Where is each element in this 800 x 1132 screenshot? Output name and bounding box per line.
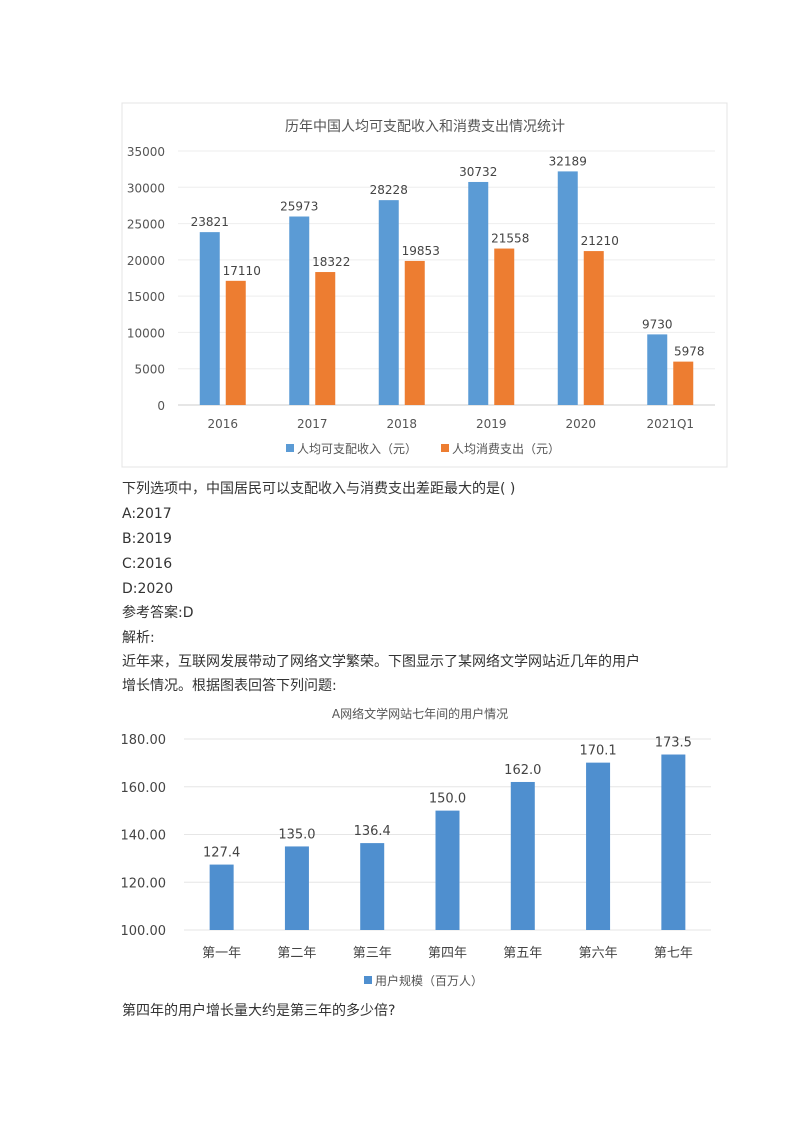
option-b: B:2019 bbox=[122, 531, 172, 547]
question2-stem: 第四年的用户增长量大约是第三年的多少倍? bbox=[122, 1003, 396, 1019]
data-label: 136.4 bbox=[354, 824, 391, 839]
data-label: 162.0 bbox=[504, 763, 541, 778]
bar-users bbox=[435, 810, 460, 930]
bar-income bbox=[378, 200, 399, 405]
bar-users bbox=[284, 846, 309, 930]
chart-title: A网络文学网站七年间的用户情况 bbox=[332, 706, 508, 721]
x-tick-label: 2018 bbox=[386, 417, 417, 431]
data-label: 19853 bbox=[402, 244, 440, 258]
bar-expense bbox=[225, 280, 246, 405]
option-d: D:2020 bbox=[122, 581, 174, 597]
option-a: A:2017 bbox=[122, 506, 172, 522]
y-tick-label: 15000 bbox=[127, 290, 165, 304]
data-label: 30732 bbox=[459, 165, 497, 179]
x-tick-label: 第四年 bbox=[428, 946, 467, 961]
bar-expense bbox=[404, 260, 425, 405]
x-tick-label: 2021Q1 bbox=[646, 417, 694, 431]
passage-line-2: 增长情况。根据图表回答下列问题: bbox=[122, 678, 337, 694]
bar-users bbox=[661, 754, 686, 930]
answer: 参考答案:D bbox=[122, 605, 194, 621]
data-label: 135.0 bbox=[278, 827, 315, 842]
y-tick-label: 30000 bbox=[127, 181, 165, 195]
y-tick-label: 35000 bbox=[127, 145, 165, 159]
passage-line-1: 近年来，互联网发展带动了网络文学繁荣。下图显示了某网络文学网站近几年的用户 bbox=[122, 654, 640, 670]
data-label: 21558 bbox=[491, 232, 529, 246]
x-tick-label: 第七年 bbox=[654, 946, 693, 961]
data-label: 127.4 bbox=[203, 846, 240, 861]
analysis-label: 解析: bbox=[122, 630, 155, 646]
x-tick-label: 第五年 bbox=[503, 946, 542, 961]
data-label: 25973 bbox=[280, 200, 318, 214]
bar-income bbox=[468, 181, 489, 405]
data-label: 28228 bbox=[370, 183, 408, 197]
legend-label: 人均消费支出（元） bbox=[452, 442, 560, 456]
data-label: 23821 bbox=[191, 215, 229, 229]
chart-title: 历年中国人均可支配收入和消费支出情况统计 bbox=[285, 119, 565, 135]
bar-expense bbox=[315, 272, 336, 405]
bar-expense bbox=[673, 361, 694, 405]
data-label: 170.1 bbox=[579, 744, 616, 759]
bar-income bbox=[647, 334, 668, 405]
legend-swatch bbox=[364, 976, 372, 984]
x-tick-label: 2020 bbox=[565, 417, 596, 431]
data-label: 18322 bbox=[312, 255, 350, 269]
question1-stem: 下列选项中，中国居民可以支配收入与消费支出差距最大的是( ) bbox=[122, 481, 516, 497]
legend-swatch bbox=[441, 444, 449, 452]
y-tick-label: 120.00 bbox=[121, 876, 167, 891]
bar-users bbox=[510, 781, 535, 930]
y-tick-label: 100.00 bbox=[121, 924, 167, 939]
bar-users bbox=[209, 864, 234, 930]
legend-label: 人均可支配收入（元） bbox=[297, 442, 417, 456]
bar-users bbox=[360, 843, 385, 930]
x-tick-label: 第六年 bbox=[579, 946, 618, 961]
y-tick-label: 180.00 bbox=[121, 733, 167, 748]
data-label: 9730 bbox=[642, 317, 673, 331]
data-label: 150.0 bbox=[429, 792, 466, 807]
data-label: 32189 bbox=[549, 154, 587, 168]
x-tick-label: 第一年 bbox=[202, 946, 241, 961]
bar-expense bbox=[583, 251, 604, 405]
x-tick-label: 第二年 bbox=[277, 946, 316, 961]
bar-income bbox=[289, 216, 310, 405]
y-tick-label: 20000 bbox=[127, 254, 165, 268]
option-c: C:2016 bbox=[122, 556, 173, 572]
data-label: 17110 bbox=[223, 264, 261, 278]
y-tick-label: 25000 bbox=[127, 218, 165, 232]
x-tick-label: 2019 bbox=[476, 417, 507, 431]
bar-income bbox=[557, 171, 578, 405]
x-tick-label: 2017 bbox=[297, 417, 328, 431]
y-tick-label: 10000 bbox=[127, 326, 165, 340]
bar-expense bbox=[494, 248, 515, 405]
legend-label: 用户规模（百万人） bbox=[375, 973, 483, 988]
user-growth-chart: A网络文学网站七年间的用户情况 100.00 120.00 140.00 160.00 1… bbox=[121, 706, 711, 988]
data-label: 173.5 bbox=[655, 736, 692, 751]
x-tick-label: 第三年 bbox=[353, 946, 392, 961]
y-tick-label: 140.00 bbox=[121, 829, 167, 844]
bar-income bbox=[199, 232, 220, 405]
y-tick-label: 160.00 bbox=[121, 781, 167, 796]
y-tick-label: 0 bbox=[157, 399, 165, 413]
income-expense-chart: 历年中国人均可支配收入和消费支出情况统计 0 5000 10000 15000 20000… bbox=[121, 102, 728, 468]
data-label: 21210 bbox=[581, 234, 619, 248]
y-tick-label: 5000 bbox=[134, 363, 165, 377]
x-tick-label: 2016 bbox=[207, 417, 238, 431]
legend-swatch bbox=[286, 444, 294, 452]
bar-users bbox=[586, 762, 611, 930]
data-label: 5978 bbox=[674, 345, 705, 359]
